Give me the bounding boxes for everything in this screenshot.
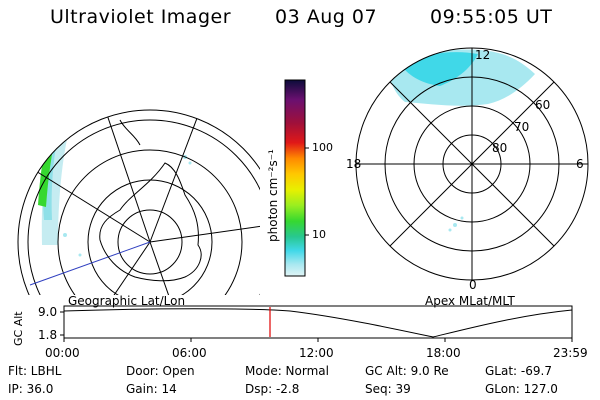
geographic-globe-image (17, 109, 260, 295)
mlat-label-80: 80 (492, 141, 508, 155)
mlat-label-60: 60 (535, 98, 551, 112)
timeline-axis-label: GC Alt (12, 311, 25, 346)
gc-alt-status: GC Alt: 9.0 Re (365, 364, 449, 378)
timeline-xtick-1200: 12:00 (299, 346, 334, 360)
mode-status: Mode: Normal (245, 364, 329, 378)
glon-status: GLon: 127.0 (485, 382, 558, 396)
mlt-label-12: 12 (475, 48, 491, 62)
mlt-label-6: 6 (576, 157, 584, 171)
mlat-label-70: 70 (514, 120, 530, 134)
ip-status: IP: 36.0 (8, 382, 54, 396)
timeline-ytick-max: 9.0 (38, 305, 58, 319)
colorbar-tick-10: 10 (312, 228, 326, 241)
apex-panel-label: Apex MLat/MLT (425, 294, 515, 308)
observation-date: 03 Aug 07 (275, 6, 378, 28)
timeline-xtick-0000: 00:00 (45, 346, 80, 360)
timeline-ytick-min: 1.8 (38, 328, 58, 342)
dsp-status: Dsp: -2.8 (245, 382, 300, 396)
mlt-label-18: 18 (346, 157, 362, 171)
glat-status: GLat: -69.7 (485, 364, 552, 378)
gain-status: Gain: 14 (126, 382, 177, 396)
colorbar-tick-100: 100 (312, 141, 333, 154)
filter-status: Flt: LBHL (8, 364, 62, 378)
seq-status: Seq: 39 (365, 382, 411, 396)
timeline-xtick-1800: 18:00 (426, 346, 461, 360)
observation-time: 09:55:05 UT (430, 6, 553, 28)
instrument-title: Ultraviolet Imager (50, 6, 232, 28)
mlt-label-0: 0 (469, 278, 477, 292)
door-status: Door: Open (126, 364, 195, 378)
geographic-panel-label: Geographic Lat/Lon (68, 294, 186, 308)
timeline-xtick-2359: 23:59 (553, 346, 588, 360)
timeline-xtick-0600: 06:00 (172, 346, 207, 360)
